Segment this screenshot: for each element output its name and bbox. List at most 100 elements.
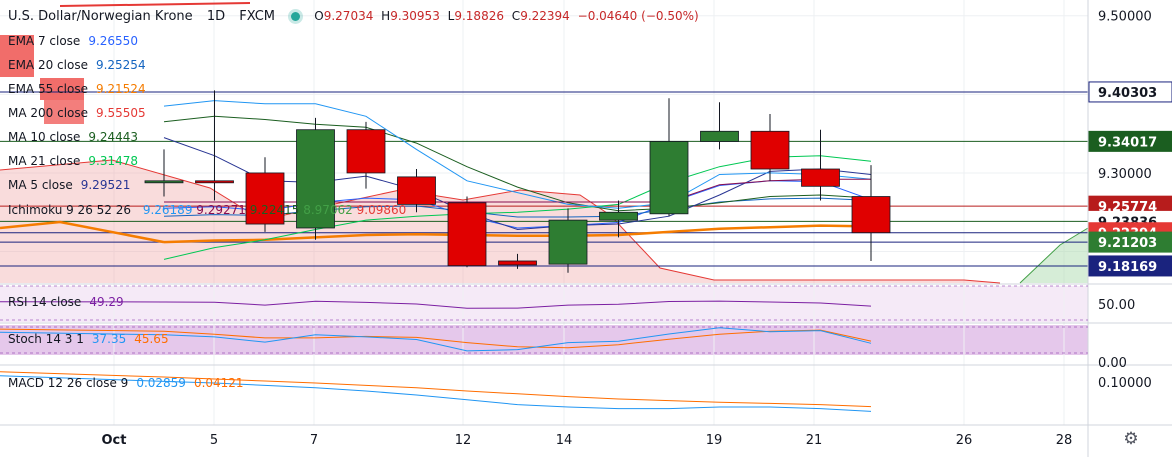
candle-body	[245, 172, 285, 225]
legend-ma200[interactable]: MA 200 close 9.55505	[8, 106, 146, 120]
legend-rsi[interactable]: RSI 14 close 49.29	[8, 295, 124, 309]
candle-body	[599, 211, 638, 221]
legend-label: MA 5 close	[8, 178, 73, 192]
candle-body	[144, 180, 184, 184]
ma200-block	[44, 100, 84, 124]
candle-body	[750, 130, 790, 170]
open-value: 9.27034	[323, 9, 374, 23]
symbol-title: U.S. Dollar/Norwegian Krone	[8, 9, 193, 24]
series-line-3	[163, 115, 872, 212]
price-tag-label: 9.40303	[1098, 86, 1157, 101]
legend-value: 9.31478	[88, 154, 138, 168]
stoch-tick-label: 0.00	[1098, 356, 1127, 371]
x-tick-label: 14	[556, 433, 573, 448]
rsi-tick-label: 50.00	[1098, 298, 1135, 313]
legend-value: 9.29271	[196, 203, 246, 217]
exchange-label: FXCM	[239, 9, 275, 24]
candle-body	[548, 219, 588, 265]
price-tag	[1088, 231, 1172, 253]
legend-label: MACD 12 26 close 9	[8, 376, 129, 390]
market-status-icon	[291, 12, 301, 21]
low-label: L	[447, 9, 455, 23]
candle-body	[801, 168, 840, 187]
candle-body	[195, 180, 234, 184]
price-tag-label: 9.18169	[1098, 260, 1157, 275]
legend-label: EMA 55 close	[8, 82, 88, 96]
price-tick-label: 9.50000	[1098, 10, 1152, 25]
legend-ma5[interactable]: MA 5 close 9.29521	[8, 178, 130, 192]
stoch-k-line	[0, 327, 872, 352]
open-label: O	[314, 9, 324, 23]
legend-value: 0.02859	[136, 376, 186, 390]
legend-value: 37.35	[91, 332, 127, 346]
x-tick-label: 21	[806, 433, 823, 448]
ema55-extension	[0, 220, 165, 244]
macd-tick-label: 0.10000	[1098, 376, 1152, 391]
chart-header: U.S. Dollar/Norwegian Krone 1D FXCM O9.2…	[8, 9, 699, 24]
legend-ma10[interactable]: MA 10 close 9.24443	[8, 130, 138, 144]
price-tick-label: 9.30000	[1098, 167, 1152, 182]
rsi-panel-bg	[0, 286, 1088, 322]
ohlc-readout: O9.27034 H9.30953 L9.18826 C9.22394 −0.0…	[314, 9, 698, 23]
x-tick-label: 19	[706, 433, 723, 448]
legend-value: 9.25254	[95, 58, 146, 72]
gear-icon[interactable]: ⚙	[1123, 429, 1139, 449]
series-line-2	[163, 224, 872, 244]
price-tag-label: 9.34017	[1098, 135, 1157, 150]
ma200-line	[0, 159, 1001, 284]
legend-label: MA 200 close	[8, 106, 89, 120]
close-value: 9.22394	[520, 9, 570, 23]
candle-body	[649, 141, 689, 215]
price-tag	[1088, 255, 1172, 277]
macd-line	[0, 375, 872, 412]
legend-stoch[interactable]: Stoch 14 3 1 37.35 45.65	[8, 332, 169, 346]
legend-label: EMA 20 close	[8, 58, 88, 72]
legend-value: 9.26550	[88, 34, 138, 48]
legend-label: Stoch 14 3 1	[8, 332, 84, 346]
legend-value: 9.26189	[142, 203, 193, 217]
x-tick-label: Oct	[102, 433, 127, 448]
price-tag-label: 9.21203	[1098, 236, 1157, 251]
ichimoku-span-b	[1019, 227, 1089, 284]
interval-label[interactable]: 1D	[206, 9, 226, 24]
candle-body	[851, 196, 891, 234]
legend-value: 9.29521	[80, 178, 131, 192]
legend-label: Ichimoku 9 26 52 26	[8, 203, 131, 217]
legend-ema20[interactable]: EMA 20 close 9.25254	[8, 58, 146, 72]
price-tag	[1088, 81, 1172, 103]
macd-signal-line	[0, 371, 872, 408]
candle-body	[346, 129, 386, 174]
legend-value: 8.97062	[303, 203, 353, 217]
ma200-block	[0, 35, 34, 77]
legend-label: MA 21 close	[8, 154, 81, 168]
legend-value: 49.29	[89, 295, 124, 309]
ma200-block	[40, 78, 84, 100]
legend-ma21[interactable]: MA 21 close 9.31478	[8, 154, 138, 168]
legend-ema7[interactable]: EMA 7 close 9.26550	[8, 34, 138, 48]
x-tick-label: 5	[210, 433, 218, 448]
low-value: 9.18826	[454, 9, 504, 23]
legend-ema55[interactable]: EMA 55 close 9.21524	[8, 82, 146, 96]
legend-label: MA 10 close	[8, 130, 81, 144]
legend-ichimoku[interactable]: Ichimoku 9 26 52 26 9.26189 9.29271 9.22…	[8, 203, 406, 217]
candle-body	[700, 130, 739, 142]
legend-value: 9.55505	[96, 106, 146, 120]
series-line-6	[163, 100, 872, 209]
legend-value: 9.24443	[88, 130, 138, 144]
legend-value: 9.09860	[356, 203, 407, 217]
high-value: 9.30953	[390, 9, 440, 23]
x-tick-label: 28	[1056, 433, 1073, 448]
rsi-line	[0, 300, 872, 309]
legend-value: 45.65	[134, 332, 169, 346]
stoch-d-line	[0, 328, 872, 349]
candle-body	[447, 202, 487, 267]
ichimoku-cloud	[1020, 228, 1088, 283]
candle-body	[498, 260, 537, 266]
legend-macd[interactable]: MACD 12 26 close 9 0.02859 0.04121	[8, 376, 244, 390]
close-label: C	[511, 9, 521, 23]
high-label: H	[381, 9, 391, 23]
ma200-line-top	[59, 2, 251, 7]
legend-value: 9.22415	[249, 203, 300, 217]
legend-value: 0.04121	[193, 376, 244, 390]
